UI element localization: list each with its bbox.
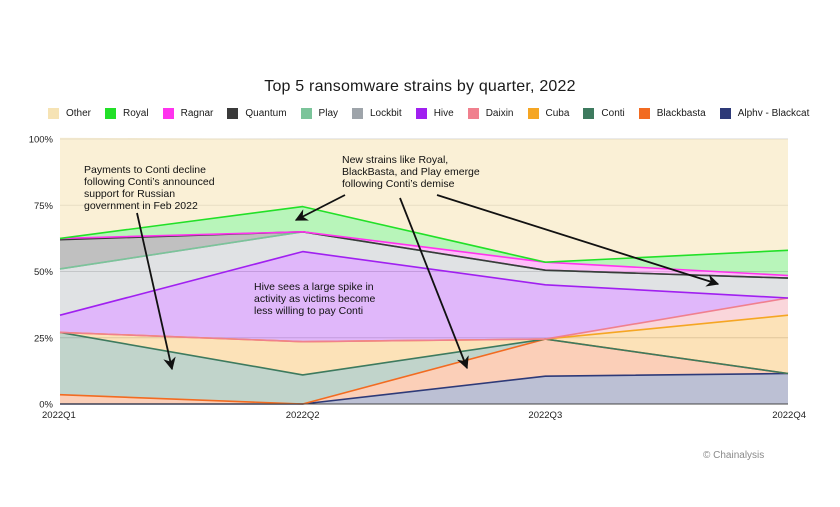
x-tick-label: 2022Q3	[528, 410, 562, 421]
annotation-2: New strains like Royal, BlackBasta, and P…	[342, 154, 480, 190]
legend-item-lockbit: Lockbit	[352, 108, 402, 119]
legend-swatch-alphv-blackcat	[719, 108, 731, 119]
legend-swatch-royal	[105, 108, 117, 119]
legend-label-cuba: Cuba	[545, 108, 570, 119]
legend-swatch-lockbit	[352, 108, 363, 119]
area-blackbasta	[60, 339, 788, 404]
series-line-hive	[59, 250, 789, 316]
legend-label-hive: Hive	[433, 108, 454, 119]
legend-swatch-other	[48, 108, 59, 119]
legend-label-ragnar: Ragnar	[180, 108, 214, 119]
legend-swatch-play	[300, 108, 312, 119]
chart-legend: Other Royal Ragnar Quantum Play Lockbit Hive Da…	[48, 108, 823, 119]
x-tick-label: 2022Q2	[286, 410, 320, 421]
annotation-arrow	[399, 197, 469, 370]
y-tick-label: 75%	[34, 201, 54, 212]
legend-swatch-quantum	[227, 108, 239, 119]
legend-label-alphv-blackcat: Alphv - Blackcat	[737, 108, 810, 119]
legend-swatch-hive	[415, 108, 427, 119]
area-layers	[60, 137, 788, 404]
legend-item-cuba: Cuba	[527, 108, 570, 119]
area-conti	[60, 332, 788, 404]
legend-item-alphv-blackcat: Alphv - Blackcat	[719, 108, 810, 119]
legend-swatch-conti	[583, 108, 595, 119]
legend-item-daixin: Daixin	[467, 108, 514, 119]
area-cuba	[60, 315, 788, 375]
annotation-arrow	[294, 194, 346, 221]
legend-swatch-daixin	[467, 108, 479, 119]
legend-label-blackbasta: Blackbasta	[656, 108, 706, 119]
area-lockbit	[60, 231, 788, 316]
legend-item-quantum: Quantum	[227, 108, 287, 119]
area-royal	[60, 206, 788, 276]
series-line-conti	[59, 331, 789, 376]
y-tick-label: 100%	[29, 135, 54, 146]
legend-item-other: Other	[48, 108, 91, 119]
series-line-royal	[59, 205, 789, 263]
y-tick-label: 50%	[34, 267, 54, 278]
area-alphv-blackcat	[60, 373, 788, 404]
legend-item-hive: Hive	[415, 108, 454, 119]
series-line-daixin	[59, 297, 789, 343]
legend-label-royal: Royal	[123, 108, 149, 119]
area-ragnar	[60, 231, 788, 279]
legend-item-conti: Conti	[583, 108, 625, 119]
series-line-ragnar	[59, 231, 789, 277]
legend-item-play: Play	[300, 108, 338, 119]
x-tick-label: 2022Q1	[42, 410, 76, 421]
legend-item-ragnar: Ragnar	[162, 108, 214, 119]
annotation-1: Payments to Conti decline following Conti…	[84, 164, 215, 212]
legend-item-royal: Royal	[105, 108, 149, 119]
legend-swatch-cuba	[527, 108, 539, 119]
annotation-arrow	[136, 212, 176, 371]
legend-label-play: Play	[318, 108, 338, 119]
chainalysis-credit: © Chainalysis	[703, 450, 765, 461]
annotation-3: Hive sees a large spike in activity as vi…	[254, 281, 376, 317]
annotation-arrow	[436, 194, 720, 287]
y-tick-label: 25%	[34, 333, 54, 344]
legend-item-blackbasta: Blackbasta	[638, 108, 706, 119]
y-tick-label: 0%	[39, 400, 53, 411]
legend-label-conti: Conti	[601, 108, 625, 119]
legend-swatch-ragnar	[162, 108, 174, 119]
x-tick-label: 2022Q4	[772, 410, 806, 421]
legend-swatch-blackbasta	[638, 108, 650, 119]
legend-label-quantum: Quantum	[245, 108, 287, 119]
area-daixin	[60, 298, 788, 342]
legend-label-lockbit: Lockbit	[370, 108, 402, 119]
area-hive	[60, 251, 788, 342]
legend-label-other: Other	[66, 108, 92, 119]
legend-label-daixin: Daixin	[485, 108, 514, 119]
area-other	[60, 137, 788, 263]
chart-title: Top 5 ransomware strains by quarter, 202…	[264, 78, 576, 95]
